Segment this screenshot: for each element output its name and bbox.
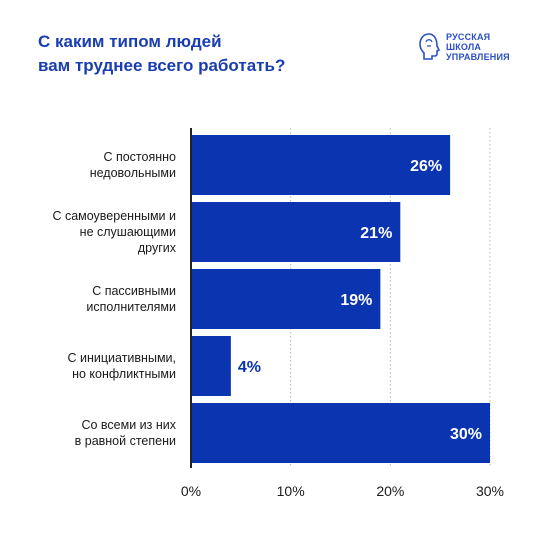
logo-line-3: УПРАВЛЕНИЯ [446,52,510,62]
category-label-2-line-1: исполнителями [86,300,176,314]
category-label-3: С инициативными, но конфликтными [68,351,176,381]
logo-line-1: РУССКАЯ [446,32,491,42]
logo-text: РУССКАЯ ШКОЛА УПРАВЛЕНИЯ [446,32,510,62]
category-label-1-line-2: других [138,241,177,255]
x-tick-label-3: 30% [476,483,504,499]
category-label-0-line-0: С постоянно [103,150,176,164]
bar-value-label-3: 4% [238,359,261,376]
bar-value-label-1: 21% [360,225,392,242]
category-label-3-line-1: но конфликтными [72,367,176,381]
category-label-4-line-1: в равной степени [75,434,176,448]
x-tick-label-0: 0% [181,483,201,499]
bar-value-label-2: 19% [340,292,372,309]
chart-title: С каким типом людей вам труднее всего ра… [38,30,338,78]
category-label-1: С самоуверенными и не слушающими других [52,209,176,255]
bar-value-label-0: 26% [410,158,442,175]
category-label-2: С пассивными исполнителями [86,284,176,314]
category-label-4-line-0: Со всеми из них [81,418,176,432]
category-label-0-line-1: недовольными [90,166,176,180]
chart-title-line-2: вам труднее всего работать? [38,56,286,75]
bar-value-label-4: 30% [450,426,482,443]
logo-line-2: ШКОЛА [446,42,482,52]
category-label-1-line-1: не слушающими [80,225,176,239]
bar-1 [191,202,401,262]
x-tick-label-1: 10% [277,483,305,499]
x-tick-label-2: 20% [376,483,404,499]
category-label-0: С постоянно недовольными [90,150,176,180]
bar-4 [191,403,490,463]
category-label-4: Со всеми из них в равной степени [75,418,177,448]
category-label-3-line-0: С инициативными, [68,351,176,365]
profile-head-icon [419,33,440,60]
bar-0 [191,135,451,195]
chart-title-line-1: С каким типом людей [38,32,222,51]
category-label-1-line-0: С самоуверенными и [52,209,176,223]
bar-3 [191,336,231,396]
bar-2 [191,269,381,329]
category-label-2-line-0: С пассивными [92,284,176,298]
logo: РУССКАЯ ШКОЛА УПРАВЛЕНИЯ [418,32,510,62]
